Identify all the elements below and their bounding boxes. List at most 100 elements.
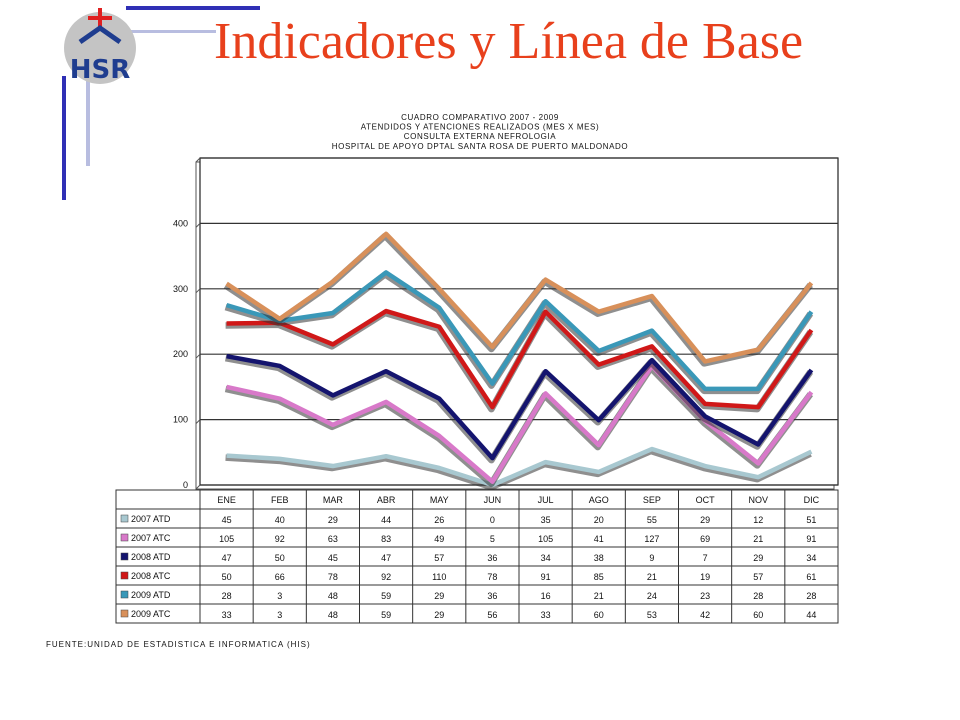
table-cell-value: 35	[541, 515, 551, 525]
y-tick-label: 200	[173, 349, 188, 359]
table-cell-value: 33	[222, 610, 232, 620]
table-cell-value: 45	[328, 553, 338, 563]
table-cell-value: 41	[594, 534, 604, 544]
hospital-logo: HSR	[62, 6, 260, 200]
table-cell-value: 85	[594, 572, 604, 582]
table-cell-value: 28	[753, 591, 763, 601]
table-cell-value: 38	[594, 553, 604, 563]
table-cell-value: 50	[222, 572, 232, 582]
accent-bar-horizontal	[126, 6, 260, 10]
table-cell-value: 45	[222, 515, 232, 525]
gridline-depth	[195, 223, 201, 228]
x-category-label: ENE	[217, 495, 236, 505]
x-category-label: JUL	[538, 495, 554, 505]
legend-label: 2008 ATC	[131, 571, 171, 581]
table-cell-value: 48	[328, 610, 338, 620]
table-cell-value: 9	[649, 553, 654, 563]
table-cell-value: 0	[490, 515, 495, 525]
table-cell-value: 34	[806, 553, 816, 563]
table-cell-value: 61	[806, 572, 816, 582]
series-line	[225, 270, 814, 392]
table-cell-value: 56	[487, 610, 497, 620]
table-cell-value: 29	[328, 515, 338, 525]
series-line	[225, 231, 814, 364]
logo-roof	[78, 24, 122, 45]
x-category-label: MAY	[430, 495, 449, 505]
chart-title-line: CONSULTA EXTERNA NEFROLOGIA	[404, 132, 556, 141]
table-cell-value: 50	[275, 553, 285, 563]
y-axis: 0 100 200 300 400	[173, 218, 188, 490]
table-cell-value: 78	[328, 572, 338, 582]
table-cell-value: 53	[647, 610, 657, 620]
table-cell-value: 29	[753, 553, 763, 563]
table-cell-value: 16	[541, 591, 551, 601]
table-cell-value: 36	[487, 553, 497, 563]
series-line	[226, 363, 814, 484]
table-cell-value: 60	[753, 610, 763, 620]
table-cell-value: 29	[700, 515, 710, 525]
y-tick-label: 0	[183, 480, 188, 490]
legend-label: 2007 ATC	[131, 533, 171, 543]
data-table: ENE FEB MAR ABR MAY JUN JUL AGO SEP OCT NOV DIC2007…	[115, 489, 839, 624]
table-cell-value: 59	[381, 610, 391, 620]
table-cell-value: 59	[381, 591, 391, 601]
legend-swatch	[120, 514, 129, 523]
series-lines	[223, 231, 814, 491]
y-tick-label: 400	[173, 218, 188, 228]
x-category-label: FEB	[271, 495, 289, 505]
x-category-label: JUN	[484, 495, 502, 505]
accent-bar-vertical	[62, 76, 66, 200]
series-line	[226, 353, 814, 461]
table-cell-value: 20	[594, 515, 604, 525]
legend-swatch	[120, 552, 129, 561]
x-category-label: OCT	[696, 495, 716, 505]
legend-label: 2008 ATD	[131, 552, 171, 562]
chart-title-line: CUADRO COMPARATIVO 2007 - 2009	[401, 113, 559, 122]
table-cell-value: 47	[222, 553, 232, 563]
table-cell-value: 55	[647, 515, 657, 525]
table-cell-value: 47	[381, 553, 391, 563]
source-note: FUENTE:UNIDAD DE ESTADISTICA E INFORMATI…	[46, 640, 311, 649]
table-cell-value: 83	[381, 534, 391, 544]
table-cell-value: 23	[700, 591, 710, 601]
gridline-depth	[195, 288, 201, 294]
table-cell-value: 60	[594, 610, 604, 620]
table-cell-value: 29	[434, 610, 444, 620]
table-cell-value: 28	[222, 591, 232, 601]
table-cell-value: 51	[806, 515, 816, 525]
table-cell-value: 92	[275, 534, 285, 544]
table-cell-value: 3	[277, 591, 282, 601]
gridline-depth	[195, 484, 201, 490]
table-cell-value: 57	[753, 572, 763, 582]
table-cell-value: 42	[700, 610, 710, 620]
table-cell-value: 105	[219, 534, 234, 544]
table-cell-value: 29	[434, 591, 444, 601]
table-cell-value: 26	[434, 515, 444, 525]
legend-label: 2009 ATD	[131, 590, 171, 600]
legend-swatch	[120, 590, 129, 599]
table-cell-value: 127	[644, 534, 659, 544]
table-cell-value: 91	[541, 572, 551, 582]
legend-label: 2007 ATD	[131, 514, 171, 524]
table-cell-value: 69	[700, 534, 710, 544]
table-cell-value: 40	[275, 515, 285, 525]
x-category-label: NOV	[748, 495, 768, 505]
gridline-depth	[195, 419, 201, 424]
table-cell-value: 57	[434, 553, 444, 563]
accent-bar-horizontal-light	[126, 30, 216, 33]
table-cell-value: 110	[432, 572, 446, 582]
x-category-label: ABR	[377, 495, 396, 505]
table-cell-value: 33	[541, 610, 551, 620]
legend-label: 2009 ATC	[131, 609, 171, 619]
legend-swatch	[120, 571, 129, 580]
y-tick-label: 300	[173, 284, 188, 294]
table-cell-value: 19	[700, 572, 710, 582]
table-cell-value: 34	[541, 553, 551, 563]
table-cell-value: 36	[487, 591, 497, 601]
gridline-depth	[195, 353, 201, 359]
x-category-label: AGO	[589, 495, 609, 505]
table-cell-value: 91	[806, 534, 816, 544]
chart-title: CUADRO COMPARATIVO 2007 - 2009ATENDIDOS …	[332, 113, 628, 151]
x-category-label: DIC	[804, 495, 820, 505]
